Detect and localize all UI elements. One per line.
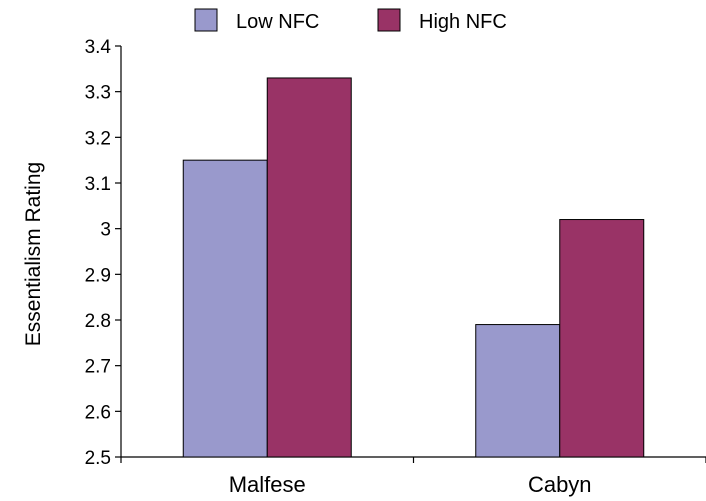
legend-swatch <box>377 8 401 32</box>
bar <box>475 324 561 458</box>
legend-swatch <box>194 8 218 32</box>
bars <box>182 77 645 458</box>
y-tick-label: 2.6 <box>85 402 111 423</box>
y-axis-title: Essentialism Rating <box>22 162 45 346</box>
legend-label: Low NFC <box>236 11 319 33</box>
x-category-label: Cabyn <box>528 472 592 497</box>
bar <box>182 159 268 458</box>
legend: Low NFC High NFC <box>194 8 507 33</box>
y-tick-label: 3.2 <box>85 128 111 149</box>
y-axis: 2.5 2.6 2.7 2.8 2.9 3 3.1 3.2 3.3 3.4 <box>85 37 122 469</box>
y-tick-label: 3 <box>100 220 111 241</box>
y-tick-label: 3.1 <box>85 174 111 195</box>
y-tick-label: 2.5 <box>85 448 111 469</box>
y-tick-label: 2.8 <box>85 311 111 332</box>
y-tick-label: 2.7 <box>85 357 111 378</box>
x-category-label: Malfese <box>229 472 306 497</box>
bar <box>559 219 645 458</box>
y-tick-label: 3.3 <box>85 83 111 104</box>
x-axis: Malfese Cabyn <box>120 456 706 497</box>
legend-label: High NFC <box>419 11 507 33</box>
y-tick-label: 3.4 <box>85 37 112 58</box>
y-tick-label: 2.9 <box>85 265 111 286</box>
y-axis-title-group: Essentialism Rating <box>22 162 45 346</box>
bar <box>266 77 352 458</box>
